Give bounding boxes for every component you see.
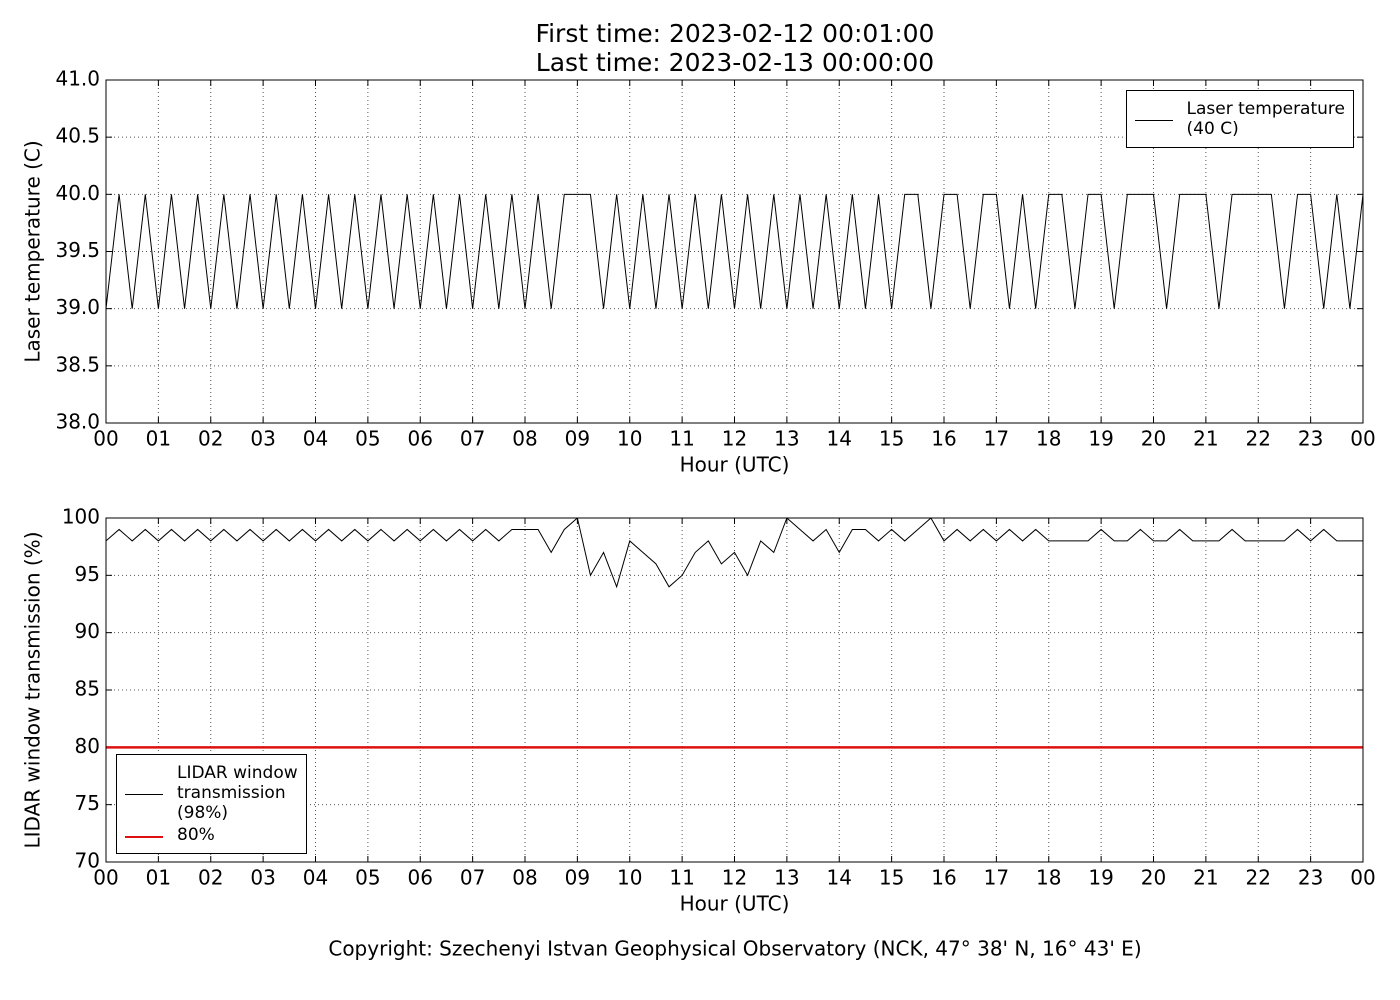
x-tick-label: 13	[774, 866, 799, 890]
y-tick-label: 39.5	[55, 238, 100, 262]
x-tick-label: 09	[565, 427, 590, 451]
y-tick-label: 38.5	[55, 352, 100, 376]
x-tick-label: 18	[1036, 427, 1061, 451]
y-tick-label: 41.0	[55, 67, 100, 91]
title-line: Last time: 2023-02-13 00:00:00	[536, 48, 934, 77]
legend-entry: Laser temperature (40 C)	[1134, 99, 1345, 139]
legend-label: LIDAR window transmission (98%)	[177, 763, 298, 823]
y-tick-label: 95	[75, 562, 100, 586]
legend-label: 80%	[177, 825, 215, 845]
legend: Laser temperature (40 C)	[1125, 90, 1354, 148]
x-axis-label: Hour (UTC)	[680, 453, 790, 477]
plot-frame	[105, 517, 1364, 863]
x-tick-label: 20	[1141, 427, 1166, 451]
x-tick-label: 11	[669, 866, 694, 890]
x-tick-label: 08	[512, 866, 537, 890]
x-tick-label: 14	[827, 427, 852, 451]
y-tick-label: 100	[62, 505, 100, 529]
x-tick-label: 22	[1246, 866, 1271, 890]
x-tick-label: 20	[1141, 866, 1166, 890]
x-tick-label: 00	[1350, 866, 1375, 890]
x-tick-label: 14	[827, 866, 852, 890]
legend-swatch	[125, 836, 163, 838]
y-tick-label: 39.0	[55, 295, 100, 319]
x-tick-label: 05	[355, 427, 380, 451]
legend-entry: 80%	[125, 825, 298, 845]
legend-swatch	[125, 794, 163, 795]
x-tick-label: 06	[408, 866, 433, 890]
x-tick-label: 00	[93, 866, 118, 890]
x-tick-label: 04	[303, 427, 328, 451]
footer: Copyright: Szechenyi Istvan Geophysical …	[328, 937, 1141, 961]
x-tick-label: 23	[1298, 427, 1323, 451]
x-tick-label: 16	[931, 866, 956, 890]
y-tick-label: 40.0	[55, 181, 100, 205]
x-tick-label: 22	[1246, 427, 1271, 451]
x-tick-label: 15	[879, 427, 904, 451]
y-tick-label: 40.5	[55, 124, 100, 148]
y-axis-label: LIDAR window transmission (%)	[21, 532, 45, 849]
x-tick-label: 19	[1088, 866, 1113, 890]
x-tick-label: 21	[1193, 866, 1218, 890]
y-tick-label: 38.0	[55, 410, 100, 434]
x-tick-label: 15	[879, 866, 904, 890]
x-tick-label: 08	[512, 427, 537, 451]
plot-frame	[105, 79, 1364, 424]
x-tick-label: 00	[93, 427, 118, 451]
y-tick-label: 80	[75, 734, 100, 758]
x-tick-label: 17	[984, 427, 1009, 451]
x-tick-label: 02	[198, 866, 223, 890]
x-tick-label: 13	[774, 427, 799, 451]
legend-swatch	[1134, 120, 1173, 121]
y-tick-label: 90	[75, 619, 100, 643]
x-tick-label: 03	[250, 427, 275, 451]
y-tick-label: 75	[75, 791, 100, 815]
x-tick-label: 21	[1193, 427, 1218, 451]
legend-label: Laser temperature (40 C)	[1186, 99, 1345, 139]
x-tick-label: 17	[984, 866, 1009, 890]
x-tick-label: 02	[198, 427, 223, 451]
x-tick-label: 18	[1036, 866, 1061, 890]
x-tick-label: 10	[617, 866, 642, 890]
x-tick-label: 07	[460, 866, 485, 890]
x-tick-label: 12	[722, 427, 747, 451]
y-axis-label: Laser temperature (C)	[21, 140, 45, 362]
x-tick-label: 12	[722, 866, 747, 890]
legend-entry: LIDAR window transmission (98%)	[125, 763, 298, 823]
x-tick-label: 23	[1298, 866, 1323, 890]
y-tick-label: 70	[75, 849, 100, 873]
y-tick-label: 85	[75, 677, 100, 701]
series-line	[106, 518, 1363, 589]
x-axis-label: Hour (UTC)	[680, 892, 790, 916]
x-tick-label: 00	[1350, 427, 1375, 451]
x-tick-label: 04	[303, 866, 328, 890]
x-tick-label: 09	[565, 866, 590, 890]
x-tick-label: 16	[931, 427, 956, 451]
x-tick-label: 07	[460, 427, 485, 451]
x-tick-label: 06	[408, 427, 433, 451]
x-tick-label: 05	[355, 866, 380, 890]
x-tick-label: 03	[250, 866, 275, 890]
x-tick-label: 01	[146, 427, 171, 451]
legend: LIDAR window transmission (98%) 80%	[116, 754, 307, 854]
x-tick-label: 10	[617, 427, 642, 451]
series-line	[106, 193, 1363, 309]
x-tick-label: 19	[1088, 427, 1113, 451]
x-tick-label: 01	[146, 866, 171, 890]
title-line: First time: 2023-02-12 00:01:00	[536, 19, 935, 48]
x-tick-label: 11	[669, 427, 694, 451]
